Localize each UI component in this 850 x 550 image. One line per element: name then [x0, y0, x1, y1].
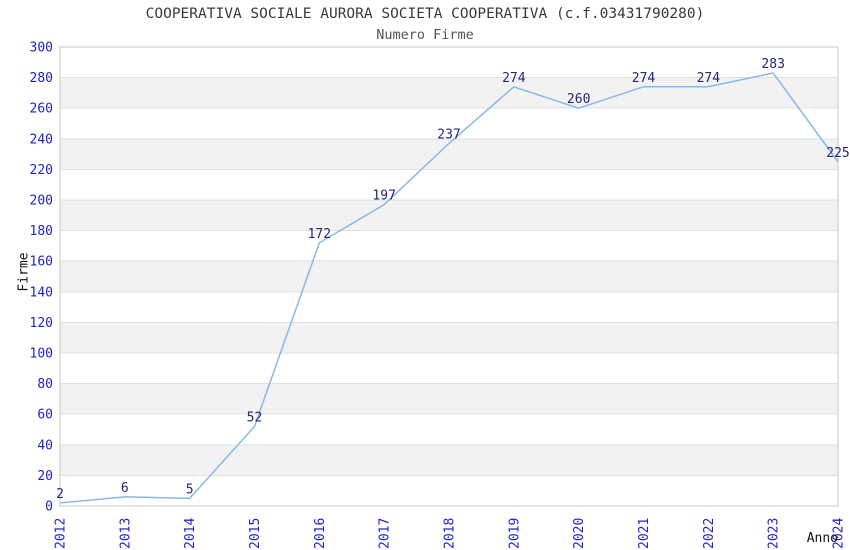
- data-point-label: 2: [56, 487, 64, 502]
- data-point-label: 237: [437, 127, 460, 142]
- y-tick-label: 0: [45, 500, 53, 515]
- y-tick-label: 120: [30, 316, 53, 331]
- data-line: [59, 72, 839, 504]
- grid-band: [60, 383, 838, 415]
- data-point-label: 225: [826, 146, 849, 161]
- y-tick-label: 300: [30, 41, 53, 56]
- data-point-label: 283: [761, 57, 784, 72]
- y-tick-label: 140: [30, 285, 53, 300]
- grid-band: [60, 261, 838, 292]
- chart-subtitle: Numero Firme: [376, 27, 474, 43]
- data-point-label: 6: [121, 481, 129, 496]
- y-tick-label: 60: [37, 408, 53, 423]
- x-tick-label: 2024: [832, 518, 847, 549]
- data-point-label: 274: [697, 71, 721, 86]
- x-tick-label: 2022: [702, 518, 717, 549]
- x-tick-label: 2018: [443, 518, 458, 549]
- y-tick-label: 160: [30, 255, 53, 270]
- x-axis-label: Anno: [806, 531, 838, 546]
- grid-band: [60, 77, 838, 109]
- x-tick-label: 2023: [767, 518, 782, 549]
- grid-band: [60, 444, 838, 476]
- grid-band: [60, 200, 838, 231]
- x-tick-label: 2021: [637, 518, 652, 549]
- x-tick-label: 2015: [248, 518, 263, 549]
- y-tick-label: 20: [37, 469, 53, 484]
- y-tick-label: 180: [30, 224, 53, 239]
- data-point-label: 274: [502, 71, 526, 86]
- y-tick-label: 220: [30, 163, 53, 178]
- grid-band: [60, 322, 838, 353]
- chart-title: COOPERATIVA SOCIALE AURORA SOCIETA COOPE…: [145, 6, 705, 22]
- data-point-label: 172: [308, 227, 331, 242]
- x-tick-label: 2012: [54, 518, 69, 549]
- data-point-label: 274: [632, 71, 656, 86]
- y-tick-label: 100: [30, 347, 53, 362]
- y-tick-label: 80: [37, 377, 53, 392]
- plot-border: [59, 46, 839, 507]
- y-tick-label: 40: [37, 438, 53, 453]
- x-tick-label: 2020: [572, 518, 587, 549]
- x-tick-label: 2019: [507, 518, 522, 549]
- x-tick-label: 2013: [118, 518, 133, 549]
- y-tick-label: 200: [30, 194, 53, 209]
- x-tick-label: 2017: [378, 518, 393, 549]
- data-point-label: 5: [186, 482, 194, 497]
- data-point-label: 260: [567, 92, 590, 107]
- data-point-label: 52: [247, 410, 263, 425]
- y-tick-label: 280: [30, 71, 53, 86]
- y-tick-label: 260: [30, 102, 53, 117]
- y-axis-label: Firme: [16, 252, 32, 292]
- x-tick-label: 2014: [183, 518, 198, 549]
- data-point-label: 197: [372, 189, 395, 204]
- x-tick-label: 2016: [313, 518, 328, 549]
- y-tick-label: 240: [30, 132, 53, 147]
